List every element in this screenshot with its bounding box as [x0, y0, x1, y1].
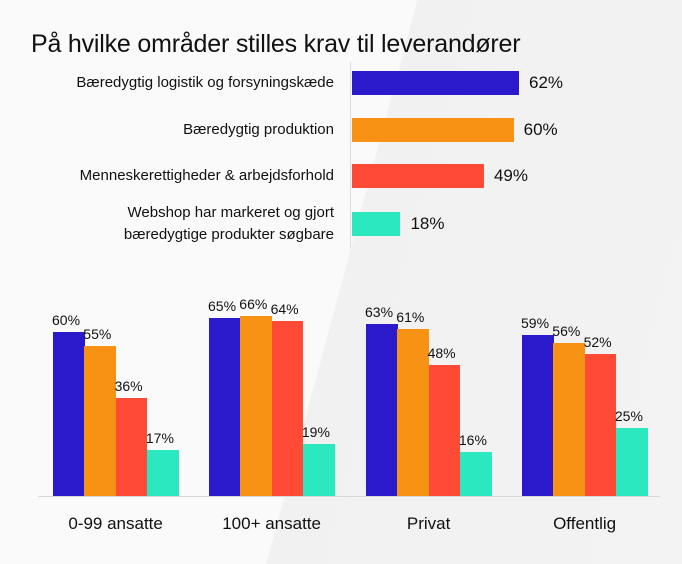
bar: [302, 444, 335, 496]
bar: [459, 452, 492, 496]
value-label: 36%: [114, 377, 143, 394]
value-label: 56%: [552, 322, 581, 339]
value-label: 60%: [523, 120, 558, 139]
value-label: 25%: [614, 407, 643, 424]
bar: [584, 353, 617, 496]
value-label: 61%: [396, 309, 425, 326]
bar: [352, 212, 401, 236]
value-label: 19%: [301, 424, 330, 441]
bar: [352, 71, 519, 95]
value-label: 52%: [583, 333, 612, 350]
horizontal-chart-axis: [350, 62, 351, 248]
category-label: Offentlig: [553, 514, 617, 533]
value-label: 66%: [239, 295, 268, 312]
value-label: 49%: [493, 166, 528, 185]
bar: [115, 397, 148, 496]
category-label: 0-99 ansatte: [68, 514, 163, 533]
bar: [271, 321, 304, 496]
value-label: 55%: [83, 325, 112, 342]
category-label: Menneskerettigheder & arbejdsforhold: [80, 165, 334, 187]
value-label: 16%: [458, 432, 487, 449]
category-label-line: Bæredygtig logistik og forsyningskæde: [76, 74, 334, 91]
category-label: Bæredygtig logistik og forsyningskæde: [76, 72, 334, 94]
value-label: 17%: [145, 429, 174, 446]
bar: [53, 332, 85, 496]
bar: [209, 318, 241, 496]
value-label: 18%: [410, 214, 445, 233]
bar: [146, 449, 179, 496]
value-label: 62%: [529, 73, 564, 92]
bar: [522, 334, 554, 496]
bar: [352, 118, 514, 142]
category-label: Webshop har markeret og gjort bæredygtige…: [124, 202, 334, 246]
bar: [397, 329, 430, 496]
bar: [366, 323, 398, 496]
chart-title: På hvilke områder stilles krav til lever…: [31, 30, 521, 58]
category-label-line: Menneskerettigheder & arbejdsforhold: [79, 167, 334, 184]
value-label: 48%: [427, 344, 456, 361]
value-label: 65%: [208, 298, 237, 315]
value-label: 63%: [365, 303, 394, 320]
bar: [428, 364, 461, 496]
bar: [615, 427, 648, 496]
value-label: 60%: [52, 312, 81, 328]
category-label: Bæredygtig produktion: [183, 119, 334, 141]
value-label: 59%: [521, 314, 550, 331]
value-label: 64%: [270, 301, 299, 318]
bar: [352, 164, 484, 188]
bar: [84, 345, 117, 496]
category-label: Privat: [406, 514, 451, 533]
bar: [553, 342, 586, 496]
grouped-chart-baseline: [38, 496, 660, 497]
category-label-line: Webshop har markeret og gjort: [127, 204, 335, 221]
category-label: 100+ ansatte: [222, 514, 321, 533]
category-label-line: Bæredygtig produktion: [183, 121, 334, 138]
category-label-line: bæredygtige produkter søgbare: [123, 226, 334, 243]
bar: [240, 315, 273, 496]
